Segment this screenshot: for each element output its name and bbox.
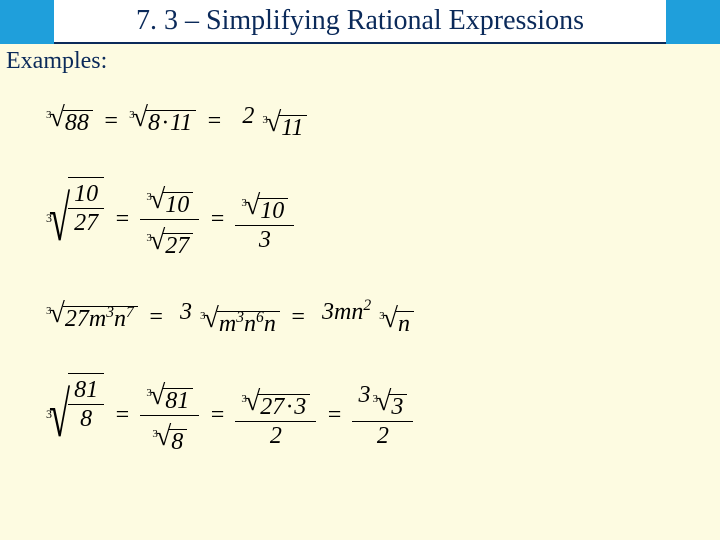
cuberoot-icon: 3√m3n6n bbox=[200, 309, 280, 336]
coefficient: 2 bbox=[242, 103, 254, 129]
examples-label: Examples: bbox=[6, 48, 107, 75]
example-row: 3√ 1027 = 3√10 3√27 = 3√10 3 bbox=[46, 182, 686, 256]
header-banner: 7. 3 – Simplifying Rational Expressions bbox=[0, 0, 720, 44]
example-row: 3√ 818 = 3√81 3√8 = 3√27·3 2 = 33√3 2 bbox=[46, 378, 686, 452]
cuberoot-fraction-icon: 3√ 818 bbox=[46, 397, 104, 433]
page-title: 7. 3 – Simplifying Rational Expressions bbox=[136, 5, 584, 37]
cuberoot-icon: 3√27m3n7 bbox=[46, 304, 138, 331]
equals-sign: = bbox=[209, 402, 225, 429]
fraction: 3√27·3 2 bbox=[235, 381, 316, 450]
equals-sign: = bbox=[290, 304, 306, 331]
equals-sign: = bbox=[206, 108, 222, 135]
coefficient: 3 bbox=[180, 299, 192, 325]
example-row: 3√88 = 3√8·11 = 2 3√11 bbox=[46, 90, 686, 152]
cuberoot-icon: 3√8·11 bbox=[129, 108, 196, 135]
cuberoot-icon: 3√n bbox=[379, 309, 414, 336]
equals-sign: = bbox=[209, 206, 225, 233]
cuberoot-icon: 3√11 bbox=[262, 113, 307, 140]
equals-sign: = bbox=[114, 402, 130, 429]
fraction: 3√10 3√27 bbox=[140, 179, 199, 260]
title-box: 7. 3 – Simplifying Rational Expressions bbox=[54, 0, 666, 44]
fraction: 3√81 3√8 bbox=[140, 375, 199, 456]
cuberoot-icon: 3√88 bbox=[46, 108, 93, 135]
equals-sign: = bbox=[114, 206, 130, 233]
fraction: 3√10 3 bbox=[235, 185, 294, 254]
equals-sign: = bbox=[148, 304, 164, 331]
equals-sign: = bbox=[103, 108, 119, 135]
example-row: 3√27m3n7 = 3 3√m3n6n = 3mn2 3√n bbox=[46, 286, 686, 348]
coefficient: 3mn2 bbox=[322, 299, 371, 325]
equals-sign: = bbox=[326, 402, 342, 429]
examples-block: 3√88 = 3√8·11 = 2 3√11 3√ 1027 = 3√10 bbox=[46, 90, 686, 482]
fraction: 33√3 2 bbox=[352, 381, 413, 450]
cuberoot-fraction-icon: 3√ 1027 bbox=[46, 201, 104, 237]
